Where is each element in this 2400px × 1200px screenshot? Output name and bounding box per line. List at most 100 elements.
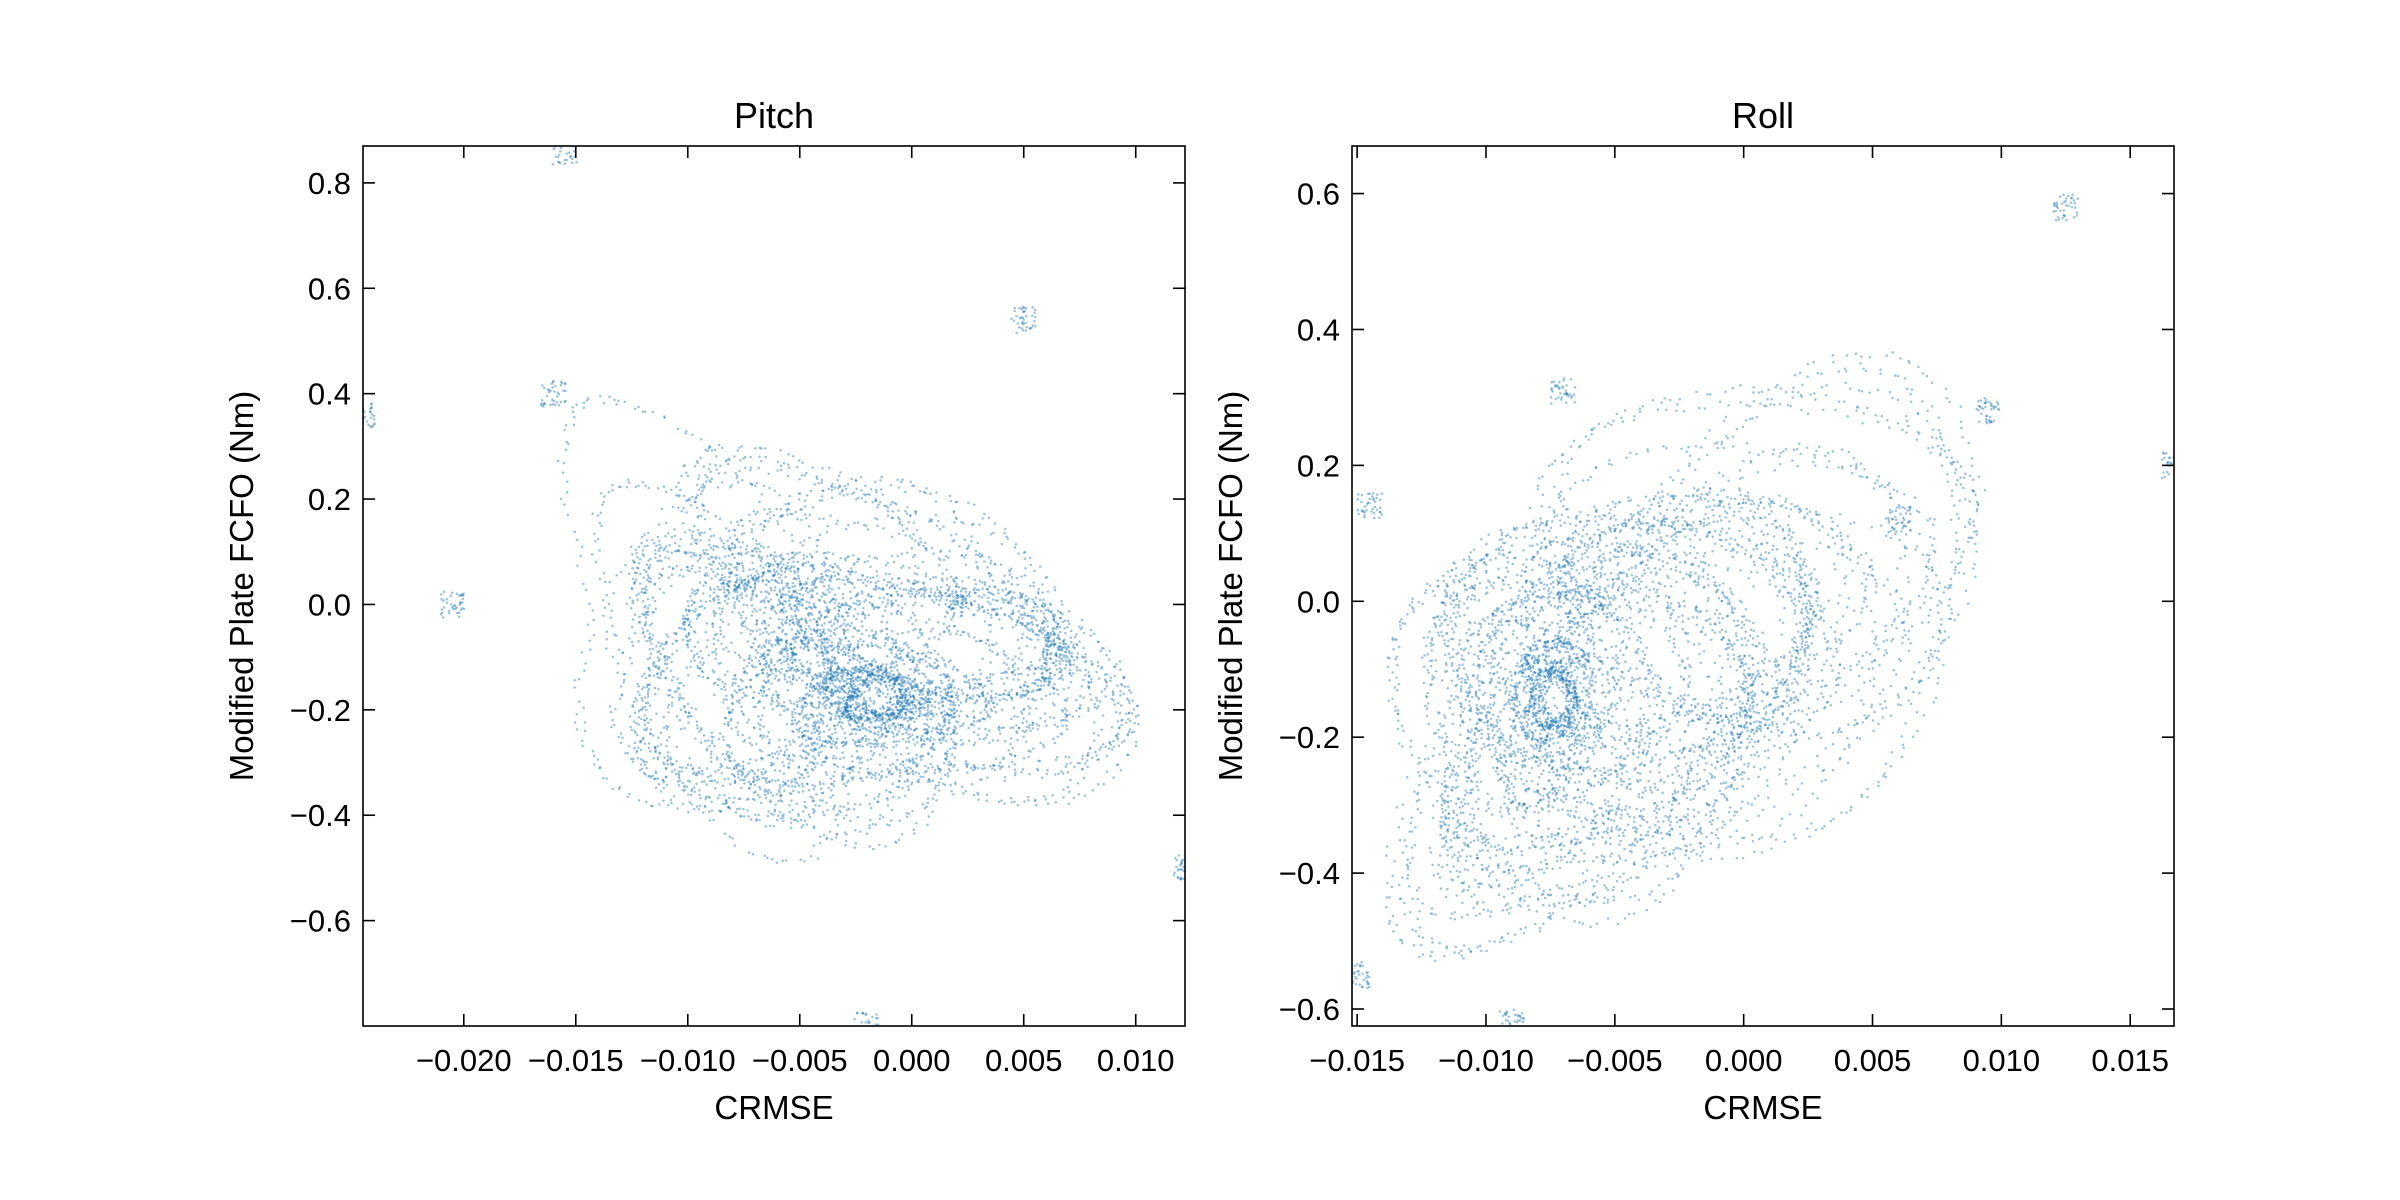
data-point: [781, 513, 784, 517]
data-point: [1016, 583, 1019, 587]
data-point: [874, 637, 878, 640]
data-point: [866, 528, 870, 531]
data-point: [697, 477, 700, 480]
data-point: [890, 585, 893, 588]
data-point: [853, 608, 857, 611]
data-point: [837, 685, 840, 689]
data-point: [863, 683, 866, 686]
data-point: [647, 559, 650, 562]
data-point: [790, 719, 794, 722]
data-point: [994, 563, 997, 566]
data-point: [993, 563, 997, 566]
data-point: [1065, 719, 1069, 723]
data-point: [917, 542, 920, 545]
data-point: [906, 709, 910, 712]
data-point: [836, 688, 840, 691]
data-point: [923, 731, 927, 735]
data-point: [786, 655, 790, 658]
data-point: [1090, 756, 1094, 759]
data-point: [784, 600, 788, 604]
data-point: [769, 812, 773, 816]
data-point: [1037, 678, 1041, 682]
data-point: [978, 695, 982, 698]
data-point: [1077, 715, 1081, 718]
data-point: [742, 808, 745, 811]
data-point: [853, 668, 856, 672]
data-point: [1055, 624, 1059, 628]
data-point: [813, 731, 817, 734]
data-point: [999, 767, 1002, 770]
data-point: [826, 641, 829, 644]
data-point: [907, 702, 911, 705]
data-point: [907, 726, 911, 729]
data-point: [1055, 651, 1058, 655]
data-point: [812, 627, 816, 631]
data-point: [857, 645, 860, 649]
data-point: [822, 560, 826, 564]
data-point: [776, 469, 779, 472]
data-point: [742, 691, 745, 695]
data-point: [859, 678, 862, 682]
data-point: [648, 774, 652, 778]
data-point: [871, 604, 875, 608]
data-point: [987, 591, 990, 594]
data-point: [822, 696, 825, 700]
data-point: [801, 785, 804, 788]
data-point: [881, 743, 884, 746]
data-point: [850, 717, 853, 721]
data-point: [829, 665, 832, 669]
data-point: [853, 687, 857, 691]
data-point: [771, 693, 775, 697]
data-point: [657, 783, 661, 786]
data-point: [1004, 689, 1007, 692]
data-point: [809, 795, 812, 799]
data-point: [1108, 658, 1111, 661]
data-point: [1030, 609, 1034, 613]
data-point: [788, 603, 792, 606]
data-point: [662, 715, 665, 719]
data-point: [1113, 665, 1116, 669]
data-point: [997, 693, 1001, 697]
data-point: [888, 684, 892, 687]
data-point: [717, 472, 721, 475]
data-point: [750, 646, 754, 649]
data-point: [780, 570, 783, 573]
data-point: [945, 595, 948, 598]
data-point: [1013, 762, 1016, 766]
data-point: [922, 706, 925, 709]
data-point: [997, 800, 1001, 803]
data-point: [1043, 795, 1046, 798]
data-point: [961, 724, 964, 727]
data-point: [993, 768, 997, 772]
data-point: [787, 784, 790, 788]
data-point: [695, 483, 699, 487]
data-point: [857, 721, 861, 724]
data-point: [1082, 631, 1086, 635]
data-point: [888, 726, 892, 730]
data-point: [919, 658, 923, 661]
data-point: [758, 628, 761, 631]
data-point: [1092, 632, 1096, 635]
data-point: [971, 673, 975, 677]
data-point: [982, 610, 985, 614]
data-point: [907, 580, 910, 583]
data-point: [802, 553, 806, 557]
data-point: [1095, 707, 1099, 710]
data-point: [836, 662, 839, 665]
data-point: [843, 696, 846, 699]
data-point: [782, 660, 786, 664]
data-point: [719, 629, 722, 632]
data-point: [915, 572, 919, 576]
data-point: [1008, 591, 1011, 594]
data-point: [1003, 671, 1006, 675]
data-point: [858, 740, 862, 743]
data-point: [909, 718, 913, 721]
data-point: [1048, 645, 1052, 648]
data-point: [926, 697, 930, 701]
data-point: [792, 658, 795, 662]
data-point: [862, 668, 865, 671]
data-point: [1089, 634, 1092, 637]
data-point: [705, 645, 708, 649]
data-point: [864, 493, 867, 497]
data-point: [697, 532, 701, 535]
